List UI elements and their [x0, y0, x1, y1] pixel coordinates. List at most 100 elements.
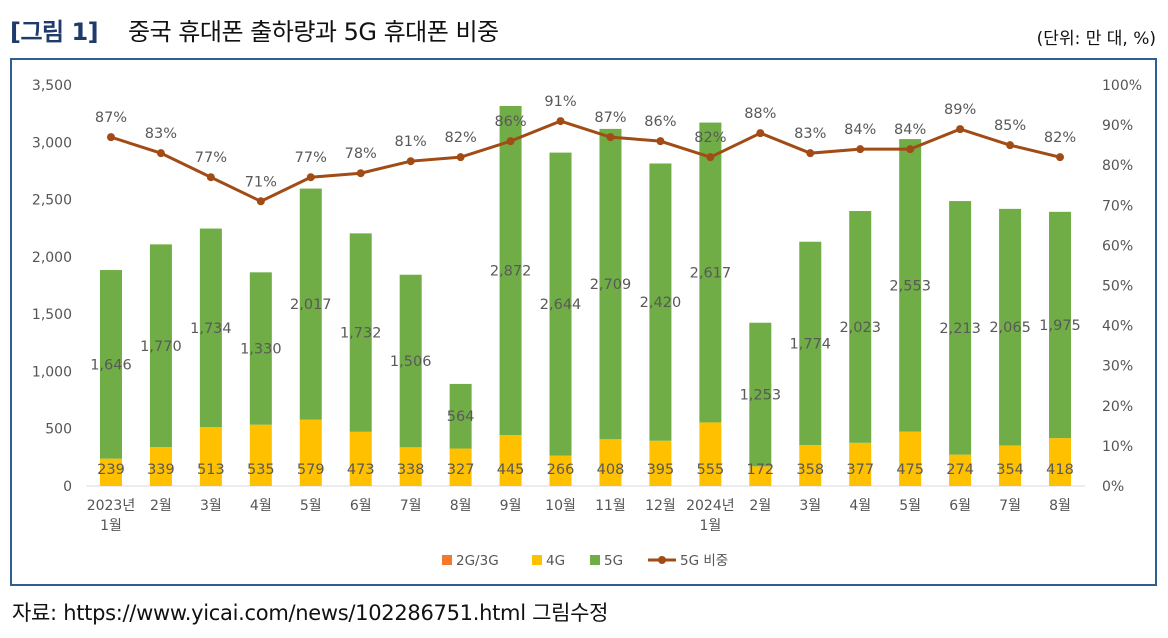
bar-4g: [399, 447, 422, 486]
share-point: [606, 133, 615, 142]
share-point: [1056, 153, 1065, 162]
y-tick-label: 2,500: [32, 193, 72, 209]
data-label-5g: 1,253: [740, 388, 782, 404]
data-label-5g: 1,646: [90, 357, 132, 373]
y-tick-label: 2,000: [32, 250, 72, 266]
data-label-share: 77%: [195, 150, 227, 166]
bar-4g: [449, 448, 472, 486]
data-label-share: 82%: [445, 130, 477, 146]
data-label-share: 87%: [594, 110, 626, 126]
data-label-4g: 354: [996, 462, 1024, 478]
data-label-4g: 395: [647, 462, 675, 478]
data-label-5g: 2,617: [690, 265, 732, 281]
data-label-5g: 1,975: [1039, 318, 1081, 334]
data-label-share: 77%: [295, 150, 327, 166]
y2-tick-label: 100%: [1102, 78, 1142, 94]
bar-4g: [249, 424, 272, 486]
legend-label: 2G/3G: [456, 553, 499, 569]
y2-tick-label: 50%: [1102, 279, 1133, 295]
bar-4g: [499, 435, 522, 486]
data-label-4g: 418: [1046, 462, 1074, 478]
share-point: [806, 149, 815, 158]
x-tick-label: 5월: [899, 498, 921, 514]
y-tick-label: 500: [45, 422, 72, 438]
data-label-4g: 338: [397, 462, 425, 478]
data-label-4g: 239: [97, 462, 125, 478]
data-label-5g: 2,709: [590, 277, 632, 293]
share-point: [906, 145, 915, 154]
unit-note: (단위: 만 대, %): [1036, 29, 1156, 49]
bar-5g: [849, 211, 872, 443]
x-tick-label: 6월: [949, 498, 971, 514]
axes-group: 0 500 1,000 1,500 2,000 2,500 3,000 3,500 0% 10% 2…: [32, 78, 1142, 569]
data-label-share: 87%: [95, 110, 127, 126]
data-label-share: 83%: [145, 126, 177, 142]
x-tick-label: 6월: [350, 498, 372, 514]
share-point: [656, 137, 665, 146]
y2-tick-label: 70%: [1102, 198, 1133, 214]
data-label-4g: 358: [796, 462, 824, 478]
data-label-5g: 1,330: [240, 342, 282, 358]
data-label-4g: 266: [547, 462, 575, 478]
data-label-4g: 339: [147, 462, 175, 478]
x-tick-label: 1월: [100, 518, 122, 534]
x-tick-label: 4월: [849, 498, 871, 514]
data-label-5g: 1,770: [140, 339, 182, 355]
data-label-5g: 2,065: [989, 320, 1031, 336]
data-label-4g: 579: [297, 462, 325, 478]
share-point: [506, 137, 515, 146]
data-label-share: 88%: [744, 106, 776, 122]
bar-5g: [449, 383, 472, 449]
bar-5g: [499, 105, 522, 436]
bar-4g: [599, 439, 622, 486]
bar-5g: [949, 201, 972, 455]
figure-title: 중국 휴대폰 출하량과 5G 휴대폰 비중: [128, 18, 499, 46]
data-label-5g: 2,023: [839, 320, 881, 336]
x-tick-label: 7월: [999, 498, 1021, 514]
bar-4g: [299, 419, 322, 486]
bar-5g: [799, 241, 822, 445]
legend-swatch: [590, 555, 600, 565]
legend-label: 5G: [604, 553, 623, 569]
data-label-share: 91%: [544, 94, 576, 110]
chart-frame: 0 500 1,000 1,500 2,000 2,500 3,000 3,500 0% 10% 2…: [10, 58, 1157, 586]
data-label-share: 78%: [345, 146, 377, 162]
bar-4g: [899, 431, 922, 486]
bar-5g: [149, 244, 172, 448]
legend-swatch: [532, 555, 542, 565]
data-label-4g: 555: [697, 462, 725, 478]
bar-5g: [199, 228, 222, 428]
data-label-5g: 2,420: [640, 295, 682, 311]
data-label-share: 82%: [1044, 130, 1076, 146]
bar-5g: [749, 322, 772, 467]
y-tick-label: 1,500: [32, 307, 72, 323]
data-label-4g: 535: [247, 462, 275, 478]
data-label-4g: 475: [896, 462, 924, 478]
share-point: [956, 125, 965, 134]
y2-tick-label: 30%: [1102, 359, 1133, 375]
x-tick-label: 2024년: [686, 498, 735, 514]
x-tick-label: 2월: [749, 498, 771, 514]
share-point: [856, 145, 865, 154]
y-tick-label: 3,000: [32, 135, 72, 151]
data-label-5g: 1,774: [790, 336, 832, 352]
share-point: [106, 133, 115, 142]
x-tick-label: 4월: [250, 498, 272, 514]
bar-4g: [549, 455, 572, 486]
bar-5g: [599, 128, 622, 440]
bar-4g: [699, 422, 722, 486]
bar-4g: [649, 440, 672, 486]
data-label-4g: 513: [197, 462, 225, 478]
y2-tick-label: 40%: [1102, 319, 1133, 335]
x-tick-label: 3월: [200, 498, 222, 514]
share-point: [256, 197, 265, 206]
y2-tick-label: 90%: [1102, 118, 1133, 134]
x-tick-label: 2023년: [87, 498, 136, 514]
bar-4g: [349, 431, 372, 486]
data-label-share: 71%: [245, 174, 277, 190]
share-point: [156, 149, 165, 158]
bar-5g: [299, 188, 322, 420]
share-point: [356, 169, 365, 178]
share-point: [556, 117, 565, 126]
bar-5g: [549, 152, 572, 456]
